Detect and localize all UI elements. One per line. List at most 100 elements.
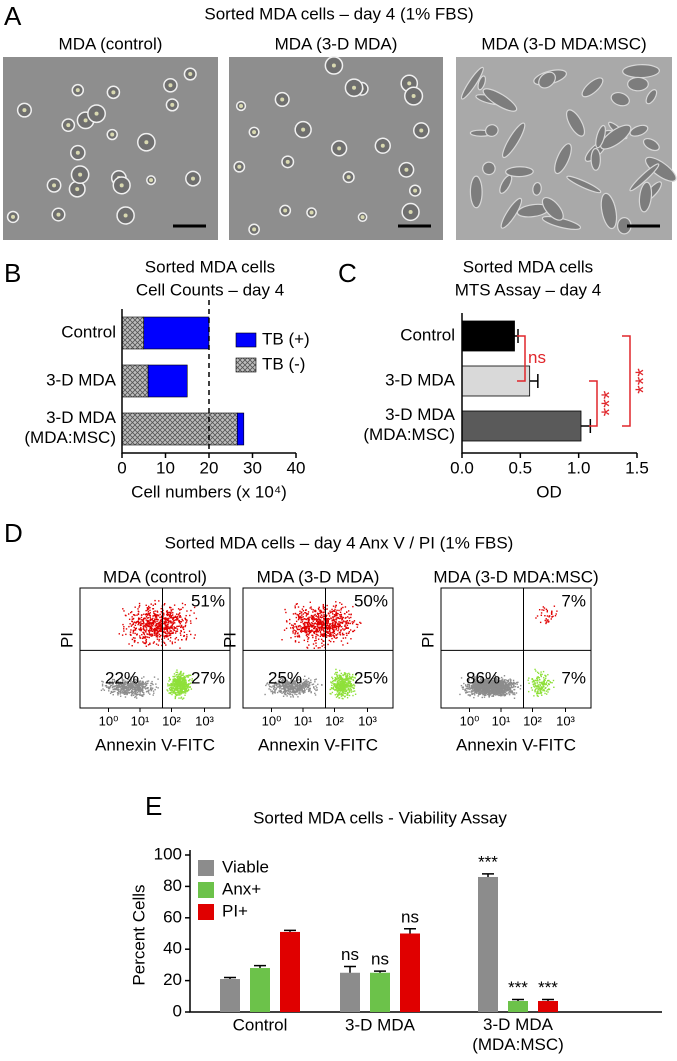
- event-dot: [177, 678, 178, 679]
- event-dot: [287, 692, 288, 693]
- x-axis-label: OD: [536, 482, 562, 501]
- event-dot: [144, 618, 145, 619]
- event-dot: [302, 616, 303, 617]
- event-dot: [316, 618, 317, 619]
- significance-label: ***: [631, 368, 656, 394]
- event-dot: [349, 695, 350, 696]
- event-dot: [160, 627, 161, 628]
- bar: [462, 321, 515, 351]
- event-dot: [337, 677, 338, 678]
- event-dot: [294, 636, 295, 637]
- event-dot: [503, 687, 504, 688]
- event-dot: [342, 617, 343, 618]
- event-dot: [290, 691, 291, 692]
- event-dot: [348, 689, 349, 690]
- event-dot: [122, 608, 123, 609]
- panel-title: Sorted MDA cells – day 4 (1% FBS): [204, 4, 473, 23]
- event-dot: [190, 623, 191, 624]
- event-dot: [337, 617, 338, 618]
- event-dot: [143, 625, 144, 626]
- bar: [370, 973, 390, 1012]
- event-dot: [318, 608, 319, 609]
- event-dot: [144, 683, 145, 684]
- event-dot: [321, 629, 322, 630]
- event-dot: [174, 627, 175, 628]
- event-dot: [170, 692, 171, 693]
- event-dot: [333, 641, 334, 642]
- bar: [478, 877, 498, 1012]
- x-tick-label: 10²: [325, 713, 344, 728]
- error-bar: [224, 977, 236, 979]
- event-dot: [135, 628, 136, 629]
- event-dot: [339, 626, 340, 627]
- event-dot: [272, 693, 273, 694]
- event-dot: [306, 628, 307, 629]
- event-dot: [189, 630, 190, 631]
- event-dot: [180, 616, 181, 617]
- event-dot: [294, 605, 295, 606]
- event-dot: [122, 624, 123, 625]
- error-bar: [284, 930, 296, 932]
- event-dot: [323, 631, 324, 632]
- event-dot: [151, 623, 152, 624]
- event-dot: [167, 612, 168, 613]
- event-dot: [303, 606, 304, 607]
- event-dot: [318, 607, 319, 608]
- event-dot: [152, 618, 153, 619]
- event-dot: [125, 688, 126, 689]
- quadrant-label: 25%: [268, 668, 302, 687]
- event-dot: [315, 637, 316, 638]
- event-dot: [284, 609, 285, 610]
- event-dot: [182, 607, 183, 608]
- event-dot: [168, 680, 169, 681]
- event-dot: [158, 640, 159, 641]
- event-dot: [309, 619, 310, 620]
- event-dot: [131, 695, 132, 696]
- event-dot: [323, 608, 324, 609]
- event-dot: [349, 676, 350, 677]
- event-dot: [143, 614, 144, 615]
- event-dot: [472, 689, 473, 690]
- event-dot: [180, 683, 181, 684]
- event-dot: [168, 614, 169, 615]
- event-dot: [491, 689, 492, 690]
- event-dot: [322, 616, 323, 617]
- error-bar: [530, 374, 538, 388]
- event-dot: [326, 608, 327, 609]
- bar: [250, 968, 270, 1012]
- event-dot: [513, 686, 514, 687]
- event-dot: [335, 612, 336, 613]
- event-dot: [342, 686, 343, 687]
- event-dot: [335, 623, 336, 624]
- event-dot: [342, 681, 343, 682]
- event-dot: [136, 634, 137, 635]
- plot-title: MDA (control): [103, 567, 207, 586]
- y-tick-label: 60: [163, 907, 182, 926]
- event-dot: [331, 609, 332, 610]
- event-dot: [487, 689, 488, 690]
- event-dot: [147, 636, 148, 637]
- event-dot: [305, 622, 306, 623]
- event-dot: [336, 674, 337, 675]
- event-dot: [348, 610, 349, 611]
- event-dot: [136, 690, 137, 691]
- event-dot: [318, 617, 319, 618]
- event-dot: [190, 634, 191, 635]
- event-dot: [485, 688, 486, 689]
- event-dot: [297, 636, 298, 637]
- event-dot: [167, 690, 168, 691]
- event-dot: [315, 636, 316, 637]
- event-dot: [113, 694, 114, 695]
- event-dot: [143, 694, 144, 695]
- event-dot: [284, 693, 285, 694]
- event-dot: [319, 610, 320, 611]
- event-dot: [498, 693, 499, 694]
- event-dot: [461, 677, 462, 678]
- bar: [220, 979, 240, 1012]
- event-dot: [145, 631, 146, 632]
- event-dot: [169, 607, 170, 608]
- event-dot: [512, 683, 513, 684]
- event-dot: [159, 636, 160, 637]
- event-dot: [146, 616, 147, 617]
- event-dot: [471, 692, 472, 693]
